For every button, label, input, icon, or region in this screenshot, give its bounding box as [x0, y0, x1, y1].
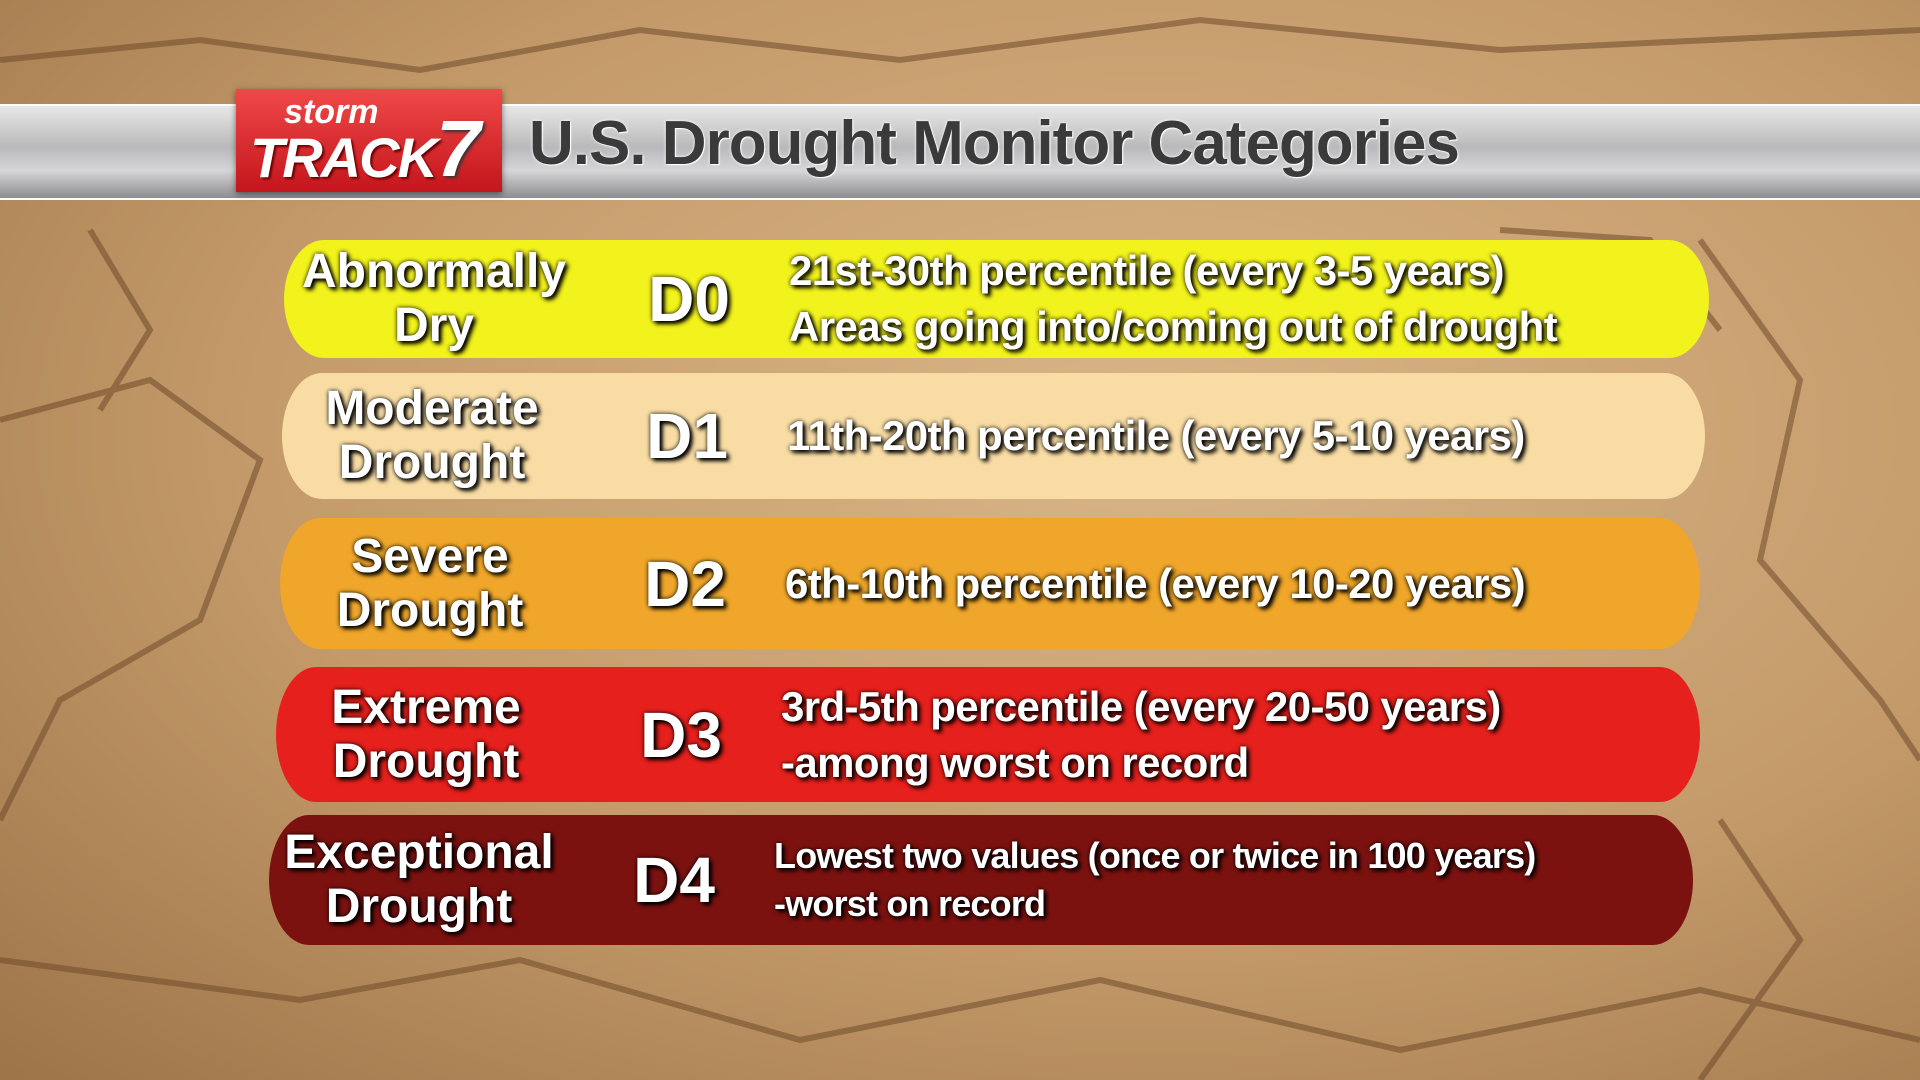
- category-row: Moderate Drought D1 11th-20th percentile (e…: [282, 373, 1705, 499]
- description-line: 6th-10th percentile (every 10-20 years): [785, 559, 1526, 607]
- category-description: 21st-30th percentile (every 3-5 years) Ar…: [789, 243, 1558, 355]
- category-row: Severe Drought D2 6th-10th percentile (ever…: [280, 518, 1700, 649]
- name-line: Dry: [393, 299, 475, 352]
- description-line: -among worst on record: [781, 738, 1249, 786]
- category-name: Abnormally Dry: [284, 245, 584, 353]
- name-line: Exceptional: [284, 826, 554, 879]
- category-description: 3rd-5th percentile (every 20-50 years) -a…: [781, 679, 1501, 791]
- logo-storm: storm: [284, 93, 379, 131]
- category-row: Abnormally Dry D0 21st-30th percentile (eve…: [284, 240, 1709, 358]
- title: U.S. Drought Monitor Categories: [529, 109, 1460, 178]
- description-line: Areas going into/coming out of drought: [789, 303, 1558, 350]
- description-line: Lowest two values (once or twice in 100 …: [774, 835, 1536, 876]
- name-line: Drought: [336, 583, 524, 637]
- name-line: Extreme: [331, 680, 521, 734]
- category-name: Severe Drought: [280, 530, 580, 638]
- category-row: Extreme Drought D3 3rd-5th percentile (ever…: [276, 667, 1700, 802]
- description-line: 11th-20th percentile (every 5-10 years): [787, 412, 1525, 459]
- description-line: 3rd-5th percentile (every 20-50 years): [781, 682, 1501, 730]
- description-line: -worst on record: [774, 883, 1046, 924]
- name-line: Drought: [325, 880, 513, 933]
- category-code: D3: [640, 698, 722, 771]
- name-line: Severe: [351, 529, 509, 583]
- category-name: Moderate Drought: [282, 382, 582, 490]
- name-line: Moderate: [325, 382, 539, 435]
- category-code: D4: [633, 844, 715, 916]
- logo: storm TRACK 7: [236, 89, 502, 193]
- logo-track: TRACK: [250, 126, 438, 189]
- category-description: 11th-20th percentile (every 5-10 years): [787, 408, 1525, 464]
- category-code: D2: [644, 547, 726, 620]
- category-code: D1: [646, 400, 728, 472]
- category-name: Exceptional Drought: [269, 826, 569, 934]
- logo-badge: 7: [436, 104, 481, 193]
- category-row: Exceptional Drought D4 Lowest two values (o…: [269, 815, 1693, 945]
- category-description: 6th-10th percentile (every 10-20 years): [785, 556, 1526, 612]
- category-code: D0: [648, 263, 730, 335]
- category-name: Extreme Drought: [276, 681, 576, 789]
- description-line: 21st-30th percentile (every 3-5 years): [789, 247, 1505, 294]
- name-line: Abnormally: [301, 245, 567, 298]
- name-line: Drought: [332, 734, 520, 788]
- name-line: Drought: [338, 436, 526, 489]
- category-description: Lowest two values (once or twice in 100 …: [774, 832, 1536, 928]
